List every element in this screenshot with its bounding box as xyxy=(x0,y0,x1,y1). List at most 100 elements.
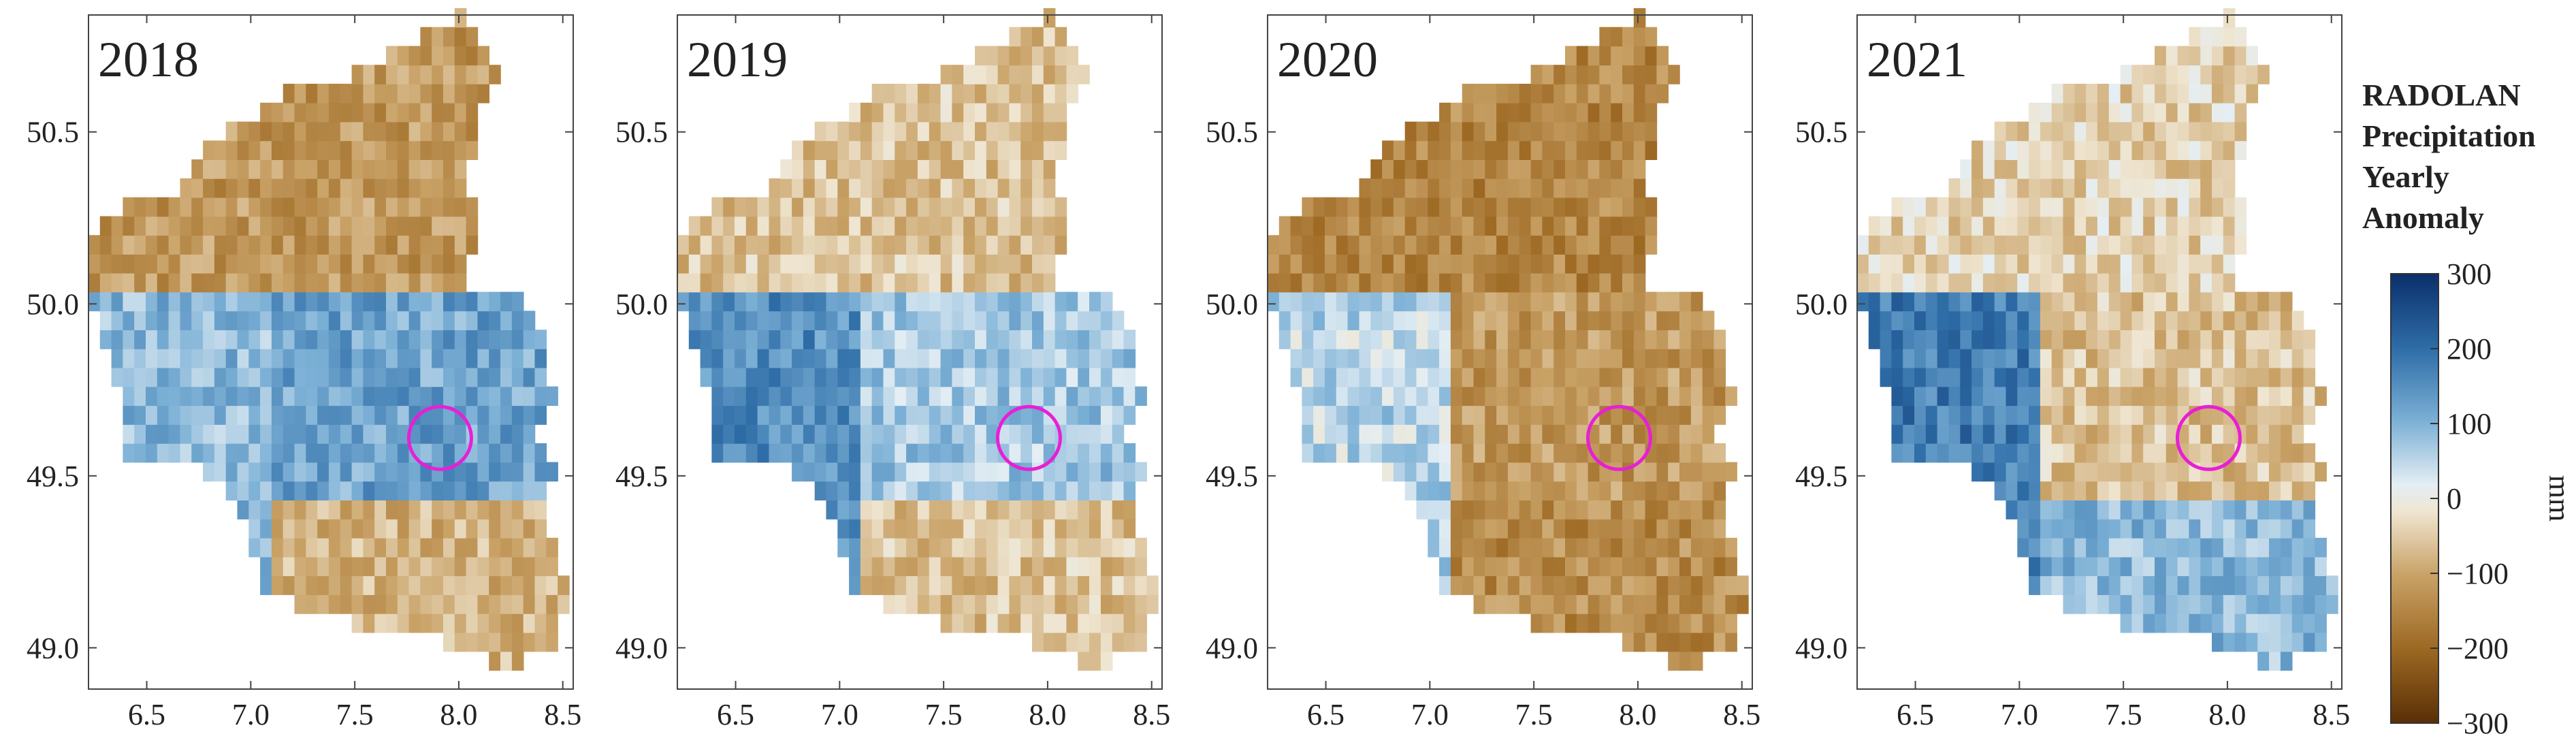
heatmap-cell xyxy=(2029,102,2041,123)
heatmap-cell xyxy=(317,500,329,520)
heatmap-cell xyxy=(1668,594,1680,614)
heatmap-cell xyxy=(1645,102,1658,123)
heatmap-cell xyxy=(260,405,272,425)
heatmap-cell xyxy=(723,216,735,236)
heatmap-cell xyxy=(2086,443,2098,463)
heatmap-cell xyxy=(1925,291,1938,312)
heatmap-cell xyxy=(940,254,953,274)
heatmap-cell xyxy=(1622,575,1635,595)
heatmap-cell xyxy=(1576,216,1589,236)
heatmap-cell xyxy=(454,613,467,633)
heatmap-cell xyxy=(432,594,444,614)
heatmap-cell xyxy=(1393,197,1406,217)
heatmap-cell xyxy=(443,27,455,47)
heatmap-cell xyxy=(1020,348,1033,368)
heatmap-cell xyxy=(2086,197,2098,217)
heatmap-cell xyxy=(1553,556,1566,577)
heatmap-cell xyxy=(1948,386,1961,407)
heatmap-cell xyxy=(1043,291,1056,312)
heatmap-cell xyxy=(1462,424,1475,444)
heatmap-cell xyxy=(803,330,816,349)
heatmap-cell xyxy=(952,367,964,387)
heatmap-cell xyxy=(906,178,918,198)
heatmap-cell xyxy=(2280,405,2293,425)
x-tick-label: 6.5 xyxy=(128,698,165,731)
heatmap-cell xyxy=(986,537,999,558)
heatmap-cell xyxy=(997,424,1010,444)
heatmap-cell xyxy=(408,348,421,368)
heatmap-cell xyxy=(2006,197,2018,217)
heatmap-cell xyxy=(1020,65,1033,84)
heatmap-cell xyxy=(1485,481,1497,500)
heatmap-cell xyxy=(1416,330,1429,349)
heatmap-cell xyxy=(1891,310,1903,330)
heatmap-cell xyxy=(1565,46,1577,66)
heatmap-cell xyxy=(271,310,284,330)
heatmap-cell xyxy=(157,367,170,387)
heatmap-cell xyxy=(2086,102,2098,123)
heatmap-cell xyxy=(546,537,558,558)
heatmap-cell xyxy=(1891,348,1903,368)
heatmap-cell xyxy=(2189,556,2201,577)
heatmap-cell xyxy=(2097,575,2110,595)
heatmap-cell xyxy=(906,367,918,387)
heatmap-cell xyxy=(792,254,804,274)
heatmap-cell xyxy=(1690,310,1703,330)
heatmap-cell xyxy=(237,424,250,444)
heatmap-cell xyxy=(1043,121,1056,142)
heatmap-cell xyxy=(477,386,489,407)
heatmap-cell xyxy=(386,197,398,217)
heatmap-cell xyxy=(1994,367,2007,387)
heatmap-cell xyxy=(1633,27,1646,47)
heatmap-cell xyxy=(1971,424,1984,444)
heatmap-cell xyxy=(1462,500,1475,520)
heatmap-cell xyxy=(1542,178,1554,198)
heatmap-cell xyxy=(1290,348,1303,368)
heatmap-cell xyxy=(420,121,432,142)
heatmap-cell xyxy=(2017,197,2029,217)
heatmap-cell xyxy=(757,235,770,255)
heatmap-cell xyxy=(1668,481,1680,500)
heatmap-cell xyxy=(1043,594,1056,614)
heatmap-cell xyxy=(929,424,941,444)
heatmap-cell xyxy=(826,443,839,463)
heatmap-cell xyxy=(546,594,558,614)
heatmap-cell xyxy=(408,84,421,103)
heatmap-cell xyxy=(523,367,536,387)
heatmap-cell xyxy=(317,272,329,293)
heatmap-cell xyxy=(374,405,387,425)
heatmap-cell xyxy=(123,216,135,236)
heatmap-cell xyxy=(997,178,1010,198)
heatmap-cell xyxy=(1009,575,1021,595)
heatmap-cell xyxy=(1542,386,1554,407)
heatmap-cell xyxy=(1462,102,1475,123)
heatmap-cell xyxy=(963,537,976,558)
heatmap-cell xyxy=(2040,443,2052,463)
heatmap-cell xyxy=(952,481,964,500)
heatmap-cell xyxy=(477,481,489,500)
heatmap-cell xyxy=(214,216,227,236)
heatmap-cell xyxy=(2303,405,2316,425)
heatmap-cell xyxy=(386,216,398,236)
highlight-circle xyxy=(2175,404,2242,471)
heatmap-cell xyxy=(837,197,850,217)
heatmap-cell xyxy=(454,254,467,274)
heatmap-cell xyxy=(2257,556,2270,577)
heatmap-cell xyxy=(723,348,735,368)
heatmap-cell xyxy=(1690,291,1703,312)
heatmap-cell xyxy=(1302,367,1314,387)
heatmap-cell xyxy=(757,216,770,236)
heatmap-cell xyxy=(2303,330,2316,349)
heatmap-cell xyxy=(191,310,204,330)
heatmap-cell xyxy=(1553,500,1566,520)
heatmap-cell xyxy=(558,575,570,595)
heatmap-cell xyxy=(2074,594,2087,614)
heatmap-cell xyxy=(1937,254,1950,274)
heatmap-cell xyxy=(1633,84,1646,103)
heatmap-cell xyxy=(1439,235,1451,255)
heatmap-cell xyxy=(328,121,341,142)
heatmap-cell xyxy=(1054,594,1067,614)
heatmap-cell xyxy=(1611,348,1623,368)
heatmap-cell xyxy=(191,386,204,407)
